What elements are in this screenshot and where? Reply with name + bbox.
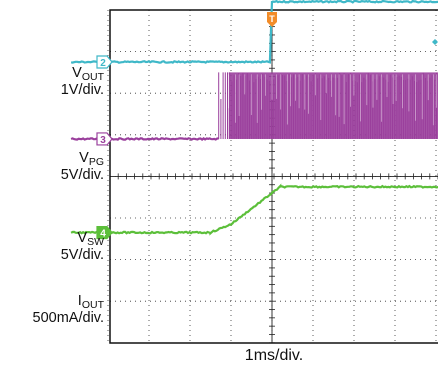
trace-group [70, 0, 438, 236]
trigger-marker: T [267, 12, 277, 27]
channel-marker-3: 3 [96, 132, 113, 146]
channel-scale-iout: 500mA/div. [32, 310, 104, 326]
channel-scale-vsw: 5V/div. [60, 247, 104, 263]
channel-marker-2: 2 [96, 55, 113, 69]
trace-ch4 [70, 183, 438, 236]
channel-label-vpg: VPG 5V/div. [0, 150, 104, 184]
channel-marker-4: 4 [96, 225, 113, 240]
svg-text:2: 2 [100, 58, 106, 69]
marker-group: 1234T [96, 12, 438, 240]
svg-text:T: T [269, 14, 275, 24]
channel-scale-vpg: 5V/div. [60, 167, 104, 183]
channel-label-iout: IOUT 500mA/div. [0, 293, 104, 327]
trace-ch2 [70, 0, 438, 64]
svg-text:3: 3 [100, 135, 106, 146]
channel-scale-vout: 1V/div. [60, 82, 104, 98]
plot-frame [109, 9, 438, 344]
svg-text:4: 4 [100, 229, 106, 240]
trace-ch3-pulses [218, 72, 437, 139]
channel-label-vout: VOUT 1V/div. [0, 65, 104, 99]
channel-label-vsw: VSW 5V/div. [0, 230, 104, 264]
trace-ch3 [70, 137, 219, 141]
trace-ch3-gaps [228, 74, 437, 126]
timebase-label: 1ms/div. [244, 347, 304, 364]
ch2-level-marker [432, 39, 438, 45]
